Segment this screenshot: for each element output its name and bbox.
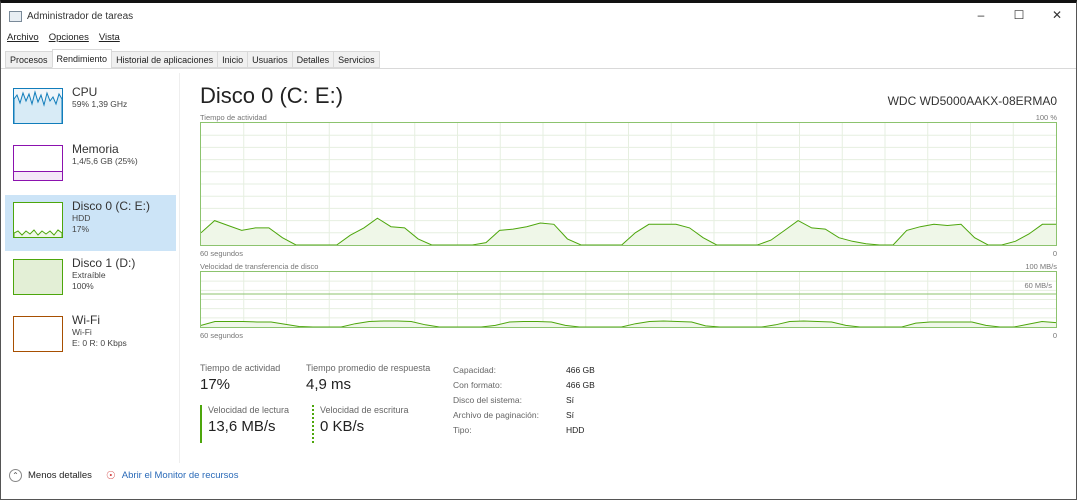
disk-model: WDC WD5000AAKX-08ERMA0: [887, 94, 1057, 108]
page-title: Disco 0 (C: E:): [200, 83, 344, 108]
transfer-graph-time: 60 segundos: [200, 331, 243, 340]
property-key: Tipo:: [453, 425, 472, 435]
tab-detalles[interactable]: Detalles: [291, 51, 335, 68]
task-manager-icon: [9, 11, 22, 22]
sidebar-item-line2: E: 0 R: 0 Kbps: [72, 338, 127, 348]
sidebar-item-name: Disco 0 (C: E:): [72, 199, 151, 213]
property-key: Disco del sistema:: [453, 395, 522, 405]
menu-vista[interactable]: Vista: [98, 32, 120, 43]
sidebar-divider: [179, 73, 180, 463]
series-area: [201, 218, 1056, 245]
tab-divider: [1, 68, 1076, 69]
stat-activity: Tiempo de actividad 17%: [200, 363, 280, 393]
transfer-graph-zero: 0: [1052, 331, 1057, 340]
close-button[interactable]: ✕: [1051, 8, 1063, 22]
disk-properties: Capacidad: 466 GB Con formato: 466 GB Disco …: [453, 363, 595, 438]
sidebar-thumbnail: [13, 202, 63, 238]
activity-graph-zero: 0: [1052, 249, 1057, 258]
sidebar-item-name: Memoria: [72, 142, 119, 156]
sidebar-item-line2: 17%: [72, 224, 90, 234]
stat-activity-label: Tiempo de actividad: [200, 363, 281, 373]
stat-response-label: Tiempo promedio de respuesta: [306, 363, 431, 373]
property-value: HDD: [566, 425, 585, 435]
property-value: 466 GB: [566, 365, 595, 375]
stat-write-value: 0 KB/s: [320, 418, 365, 435]
transfer-graph-header: Velocidad de transferencia de disco 100 …: [200, 262, 1057, 271]
activity-graph-max: 100 %: [1035, 113, 1057, 122]
maximize-button[interactable]: ☐: [1013, 8, 1025, 22]
property-row: Con formato: 466 GB: [453, 378, 595, 393]
resource-monitor-link[interactable]: Abrir el Monitor de recursos: [121, 470, 239, 481]
stat-read-value: 13,6 MB/s: [208, 418, 276, 435]
stat-write: Velocidad de escritura 0 KB/s: [312, 405, 409, 443]
transfer-graph: 60 MB/s: [200, 271, 1057, 328]
property-key: Archivo de paginación:: [453, 410, 540, 420]
property-value: Sí: [566, 395, 575, 405]
property-row: Capacidad: 466 GB: [453, 363, 595, 378]
sidebar-item-name: Wi-Fi: [72, 313, 100, 327]
title-bar: Administrador de tareas – ☐ ✕: [1, 3, 1076, 30]
property-value: 466 GB: [566, 380, 595, 390]
stat-response: Tiempo promedio de respuesta 4,9 ms: [306, 363, 430, 393]
transfer-graph-max: 100 MB/s: [1025, 262, 1057, 271]
sidebar-item-line1: Extraíble: [72, 270, 106, 280]
sidebar-thumbnail: [13, 316, 63, 352]
property-key: Con formato:: [453, 380, 503, 390]
property-row: Tipo: HDD: [453, 423, 595, 438]
stat-response-value: 4,9 ms: [306, 376, 352, 393]
transfer-graph-mid: 60 MB/s: [1024, 281, 1052, 290]
activity-graph-label: Tiempo de actividad: [200, 113, 267, 122]
sidebar-item-4[interactable]: Wi-Fi Wi-Fi E: 0 R: 0 Kbps: [5, 309, 176, 365]
window-title: Administrador de tareas: [27, 11, 134, 22]
series-line: [200, 217, 1056, 246]
sidebar-item-name: Disco 1 (D:): [72, 256, 136, 270]
minimize-button[interactable]: –: [977, 8, 985, 22]
tab-procesos[interactable]: Procesos: [5, 51, 53, 68]
tab-bar: Procesos Rendimiento Historial de aplica…: [5, 49, 380, 68]
property-value: Sí: [566, 410, 575, 420]
footer: ⌃ Menos detalles ☉ Abrir el Monitor de r…: [9, 469, 238, 482]
stat-read-label: Velocidad de lectura: [208, 405, 290, 415]
sidebar-item-2[interactable]: Disco 0 (C: E:) HDD 17%: [5, 195, 176, 251]
sidebar-item-1[interactable]: Memoria 1,4/5,6 GB (25%): [5, 138, 176, 194]
sidebar-item-line1: 1,4/5,6 GB (25%): [72, 156, 138, 166]
activity-graph: [200, 122, 1057, 246]
tab-rendimiento[interactable]: Rendimiento: [51, 49, 113, 68]
stat-activity-value: 17%: [200, 376, 231, 393]
tab-historial[interactable]: Historial de aplicaciones: [111, 51, 219, 68]
chevron-up-icon[interactable]: ⌃: [9, 469, 22, 482]
sidebar-item-line1: Wi-Fi: [72, 327, 92, 337]
transfer-graph-label: Velocidad de transferencia de disco: [200, 262, 319, 271]
tab-inicio[interactable]: Inicio: [217, 51, 249, 68]
stat-write-label: Velocidad de escritura: [320, 405, 409, 415]
sidebar-item-line1: 59% 1,39 GHz: [72, 99, 128, 109]
resource-monitor-icon: ☉: [105, 470, 116, 482]
stat-read: Velocidad de lectura 13,6 MB/s: [200, 405, 289, 443]
activity-graph-footer: 60 segundos 0: [200, 249, 1057, 258]
menu-archivo[interactable]: Archivo: [7, 32, 39, 43]
transfer-graph-footer: 60 segundos 0: [200, 331, 1057, 340]
less-details-button[interactable]: Menos detalles: [28, 470, 92, 481]
sidebar-item-0[interactable]: CPU 59% 1,39 GHz: [5, 81, 176, 137]
sidebar-thumbnail: [13, 259, 63, 295]
tab-usuarios[interactable]: Usuarios: [247, 51, 293, 68]
sidebar-item-line1: HDD: [72, 213, 91, 223]
sidebar-thumbnail: [13, 145, 63, 181]
sidebar-item-line2: 100%: [72, 281, 94, 291]
disk-panel: Disco 0 (C: E:) WDC WD5000AAKX-08ERMA0 T…: [200, 83, 1057, 340]
sidebar-item-name: CPU: [72, 85, 98, 99]
tab-servicios[interactable]: Servicios: [333, 51, 380, 68]
property-row: Archivo de paginación: Sí: [453, 408, 595, 423]
menu-bar: Archivo Opciones Vista: [7, 32, 120, 43]
menu-opciones[interactable]: Opciones: [48, 32, 89, 43]
sidebar-item-3[interactable]: Disco 1 (D:) Extraíble 100%: [5, 252, 176, 308]
series-line: [200, 320, 1057, 328]
sidebar: CPU 59% 1,39 GHz Memoria 1,4/5,6 GB (25%…: [5, 81, 176, 366]
property-row: Disco del sistema: Sí: [453, 393, 595, 408]
activity-graph-time: 60 segundos: [200, 249, 243, 258]
sidebar-thumbnail: [13, 88, 63, 124]
activity-graph-header: Tiempo de actividad 100 %: [200, 113, 1057, 122]
property-key: Capacidad:: [453, 365, 497, 375]
